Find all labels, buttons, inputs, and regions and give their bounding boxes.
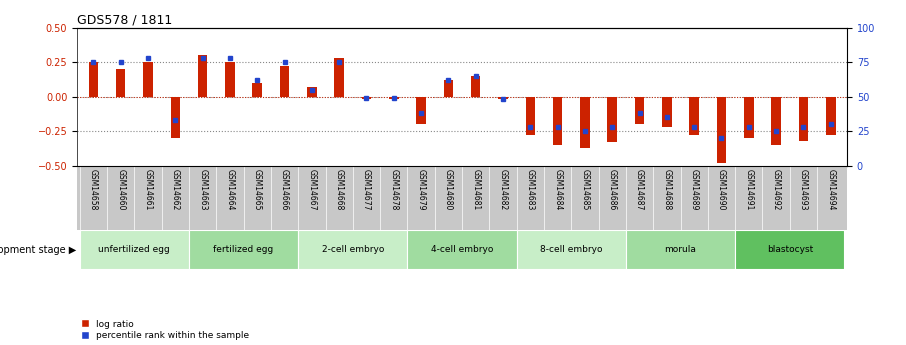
- Bar: [553, 97, 563, 145]
- Text: GSM14694: GSM14694: [826, 169, 835, 210]
- Text: GSM14680: GSM14680: [444, 169, 453, 210]
- Bar: [771, 97, 781, 145]
- Bar: [735, 230, 844, 269]
- Bar: [417, 97, 426, 124]
- Text: GSM14690: GSM14690: [717, 169, 726, 210]
- Bar: [444, 80, 453, 97]
- Text: GSM14681: GSM14681: [471, 169, 480, 210]
- Text: 8-cell embryo: 8-cell embryo: [540, 245, 602, 254]
- Bar: [626, 230, 735, 269]
- Bar: [226, 62, 235, 97]
- Text: GSM14665: GSM14665: [253, 169, 262, 210]
- Bar: [170, 97, 180, 138]
- Bar: [280, 66, 289, 97]
- Text: GSM14688: GSM14688: [662, 169, 671, 210]
- Bar: [525, 97, 535, 135]
- Legend: log ratio, percentile rank within the sample: log ratio, percentile rank within the sa…: [82, 320, 249, 341]
- Text: GSM14687: GSM14687: [635, 169, 644, 210]
- Text: GSM14658: GSM14658: [89, 169, 98, 210]
- Text: GSM14685: GSM14685: [581, 169, 590, 210]
- Bar: [516, 230, 626, 269]
- Bar: [662, 97, 671, 127]
- Bar: [189, 230, 298, 269]
- Text: GSM14664: GSM14664: [226, 169, 235, 210]
- Bar: [80, 230, 189, 269]
- Bar: [798, 97, 808, 141]
- Bar: [361, 97, 371, 99]
- Text: GSM14660: GSM14660: [116, 169, 125, 210]
- Text: GSM14693: GSM14693: [799, 169, 808, 210]
- Bar: [826, 97, 835, 135]
- Text: GSM14661: GSM14661: [143, 169, 152, 210]
- Text: GSM14677: GSM14677: [362, 169, 371, 210]
- Bar: [744, 97, 754, 138]
- Text: GSM14692: GSM14692: [772, 169, 781, 210]
- Text: GSM14683: GSM14683: [525, 169, 535, 210]
- Bar: [89, 62, 98, 97]
- Text: 4-cell embryo: 4-cell embryo: [431, 245, 493, 254]
- Text: GSM14678: GSM14678: [390, 169, 399, 210]
- Text: GSM14667: GSM14667: [307, 169, 316, 210]
- Text: development stage ▶: development stage ▶: [0, 245, 76, 255]
- Text: GSM14668: GSM14668: [334, 169, 343, 210]
- Text: blastocyst: blastocyst: [766, 245, 813, 254]
- Bar: [298, 230, 408, 269]
- Bar: [198, 55, 207, 97]
- Text: GSM14686: GSM14686: [608, 169, 617, 210]
- Bar: [580, 97, 590, 148]
- Bar: [471, 76, 480, 97]
- Text: 2-cell embryo: 2-cell embryo: [322, 245, 384, 254]
- Text: GSM14682: GSM14682: [498, 169, 507, 210]
- Text: GSM14689: GSM14689: [689, 169, 699, 210]
- Text: GSM14684: GSM14684: [554, 169, 562, 210]
- Bar: [408, 230, 516, 269]
- Text: GDS578 / 1811: GDS578 / 1811: [77, 13, 172, 27]
- Bar: [253, 83, 262, 97]
- Bar: [389, 97, 399, 99]
- Bar: [307, 87, 316, 97]
- Text: GSM14666: GSM14666: [280, 169, 289, 210]
- Bar: [498, 97, 507, 99]
- Bar: [334, 58, 344, 97]
- Text: morula: morula: [665, 245, 697, 254]
- Bar: [116, 69, 126, 97]
- Bar: [608, 97, 617, 142]
- Bar: [143, 62, 153, 97]
- Text: GSM14691: GSM14691: [745, 169, 753, 210]
- Text: fertilized egg: fertilized egg: [214, 245, 274, 254]
- Text: unfertilized egg: unfertilized egg: [99, 245, 170, 254]
- Bar: [689, 97, 699, 135]
- Text: GSM14662: GSM14662: [171, 169, 179, 210]
- Bar: [635, 97, 644, 124]
- Text: GSM14679: GSM14679: [417, 169, 426, 210]
- Text: GSM14663: GSM14663: [198, 169, 207, 210]
- Bar: [717, 97, 727, 163]
